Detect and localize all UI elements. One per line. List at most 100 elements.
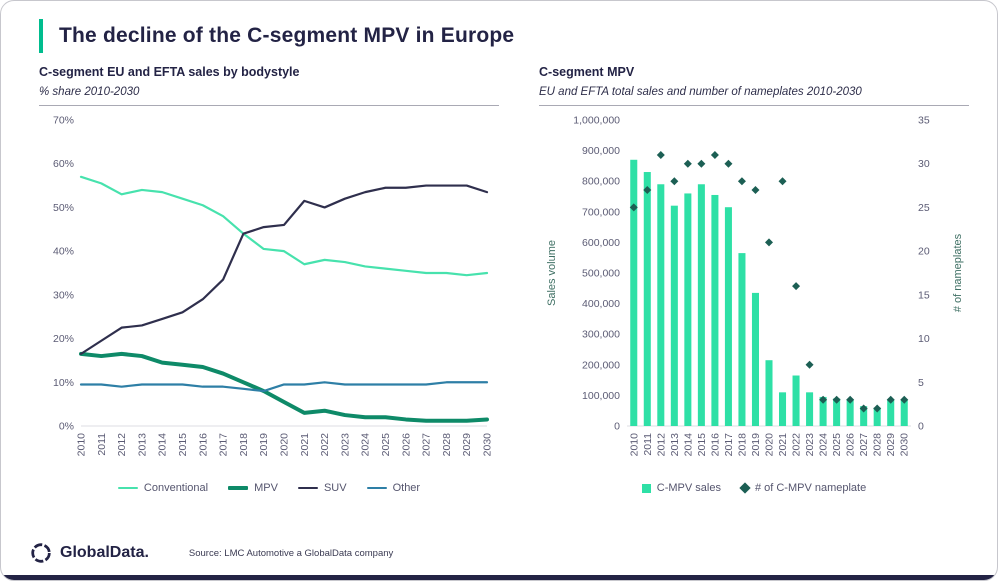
bottom-accent-bar — [1, 575, 997, 580]
svg-text:2017: 2017 — [218, 433, 230, 457]
svg-text:100,000: 100,000 — [582, 390, 620, 402]
globaldata-logo-icon — [31, 543, 51, 563]
svg-text:2024: 2024 — [818, 433, 830, 457]
source-text: Source: LMC Automotive a GlobalData comp… — [188, 547, 394, 559]
svg-text:10%: 10% — [53, 377, 74, 389]
svg-text:Sales volume: Sales volume — [546, 240, 558, 306]
svg-text:35: 35 — [918, 115, 930, 127]
legend-conventional: Conventional — [117, 482, 209, 494]
svg-text:2025: 2025 — [380, 433, 392, 457]
legend-swatch-square — [641, 483, 651, 493]
svg-text:20: 20 — [918, 246, 930, 258]
svg-text:2010: 2010 — [628, 433, 640, 457]
legend-label: Other — [392, 482, 421, 494]
svg-text:2016: 2016 — [197, 433, 209, 457]
svg-text:2029: 2029 — [461, 433, 473, 457]
mpv-sales-panel: C-segment MPV EU and EFTA total sales an… — [539, 65, 969, 535]
svg-text:2011: 2011 — [642, 433, 654, 456]
svg-text:25: 25 — [918, 202, 930, 214]
svg-text:2015: 2015 — [177, 433, 189, 457]
left-chart-subtitle: % share 2010-2030 — [39, 86, 140, 98]
svg-text:0: 0 — [918, 421, 924, 433]
svg-text:2020: 2020 — [764, 433, 776, 457]
legend-of-c-mpv-nameplate: # of C-MPV nameplate — [739, 482, 867, 494]
legend-label: SUV — [323, 482, 347, 494]
svg-text:2026: 2026 — [400, 433, 412, 457]
svg-text:2025: 2025 — [831, 433, 843, 457]
right-chart-subtitle: EU and EFTA total sales and number of na… — [539, 86, 862, 98]
legend-swatch-mpv-line — [228, 486, 249, 490]
svg-text:2013: 2013 — [136, 433, 148, 457]
svg-text:2012: 2012 — [655, 433, 667, 457]
bodystyle-share-line-chart: 0% 10% 20% 30% 40% 50% 60% 70% 2010 2011 2012 2013 2… — [53, 115, 494, 457]
svg-text:2026: 2026 — [845, 433, 857, 457]
svg-text:600,000: 600,000 — [582, 237, 620, 249]
footer: GlobalData. Source: LMC Automotive a Glo… — [1, 535, 997, 575]
svg-text:200,000: 200,000 — [582, 359, 620, 371]
svg-text:2010: 2010 — [76, 433, 88, 457]
svg-text:0%: 0% — [59, 421, 74, 433]
left-chart-legend: Conventional MPV SUV Other — [39, 482, 499, 494]
markers-of-c-mpv-nameplate — [629, 150, 909, 413]
svg-text:2018: 2018 — [736, 433, 748, 457]
right-chart-title: C-segment MPV — [539, 65, 635, 79]
svg-text:5: 5 — [918, 377, 924, 389]
svg-text:500,000: 500,000 — [582, 268, 620, 280]
line-chart-axes: 0% 10% 20% 30% 40% 50% 60% 70% 2010 2011 2012 2013 2… — [53, 115, 494, 457]
right-chart-rule — [539, 105, 969, 106]
svg-text:2023: 2023 — [339, 433, 351, 457]
svg-text:2022: 2022 — [791, 433, 803, 457]
svg-text:10: 10 — [918, 333, 930, 345]
line-conventional — [79, 175, 489, 277]
svg-text:50%: 50% — [53, 202, 74, 214]
title-row: The decline of the C-segment MPV in Euro… — [1, 1, 997, 53]
globaldata-logo: GlobalData. — [29, 541, 149, 565]
left-chart-title: C-segment EU and EFTA sales by bodystyle — [39, 65, 300, 79]
bar-chart-axes: 0 100,000 200,000 300,000 400,000 500,000 600,… — [546, 115, 964, 457]
svg-text:900,000: 900,000 — [582, 145, 620, 157]
legend-label: C-MPV sales — [656, 482, 721, 494]
svg-text:60%: 60% — [53, 158, 74, 170]
svg-text:2030: 2030 — [482, 433, 494, 457]
legend-label: MPV — [254, 482, 278, 494]
svg-text:2015: 2015 — [696, 433, 708, 457]
svg-text:2023: 2023 — [804, 433, 816, 457]
svg-text:2024: 2024 — [360, 433, 372, 457]
legend-label: Conventional — [143, 482, 209, 494]
svg-text:70%: 70% — [53, 115, 74, 127]
svg-text:20%: 20% — [53, 333, 74, 345]
charts-row: C-segment EU and EFTA sales by bodystyle… — [1, 53, 997, 535]
svg-text:2016: 2016 — [709, 433, 721, 457]
svg-text:2012: 2012 — [116, 433, 128, 457]
svg-text:800,000: 800,000 — [582, 176, 620, 188]
svg-text:2014: 2014 — [157, 433, 169, 457]
svg-text:1,000,000: 1,000,000 — [573, 115, 620, 127]
svg-text:2018: 2018 — [238, 433, 250, 457]
svg-text:2027: 2027 — [858, 433, 870, 457]
svg-text:400,000: 400,000 — [582, 298, 620, 310]
svg-text:2013: 2013 — [669, 433, 681, 457]
legend-suv: SUV — [297, 482, 347, 494]
legend-swatch-other-line — [366, 486, 387, 490]
svg-text:300,000: 300,000 — [582, 329, 620, 341]
svg-text:2019: 2019 — [258, 433, 270, 457]
legend-other: Other — [366, 482, 421, 494]
svg-text:2019: 2019 — [750, 433, 762, 457]
legend-swatch-diamond — [739, 482, 751, 494]
line-mpv — [79, 351, 489, 423]
svg-text:15: 15 — [918, 289, 930, 301]
bars-c-mpv-sales — [630, 159, 908, 426]
svg-text:2030: 2030 — [899, 433, 911, 457]
title-accent-bar — [39, 19, 43, 53]
bodystyle-share-panel: C-segment EU and EFTA sales by bodystyle… — [39, 65, 499, 535]
legend-label: # of C-MPV nameplate — [754, 482, 867, 494]
svg-text:2020: 2020 — [279, 433, 291, 457]
svg-text:2028: 2028 — [872, 433, 884, 457]
svg-text:2021: 2021 — [777, 433, 789, 457]
brand-name: GlobalData. — [60, 544, 149, 561]
left-chart-rule — [39, 105, 499, 106]
svg-text:2029: 2029 — [885, 433, 897, 457]
svg-text:2011: 2011 — [96, 433, 108, 456]
page-title: The decline of the C-segment MPV in Euro… — [59, 24, 515, 47]
